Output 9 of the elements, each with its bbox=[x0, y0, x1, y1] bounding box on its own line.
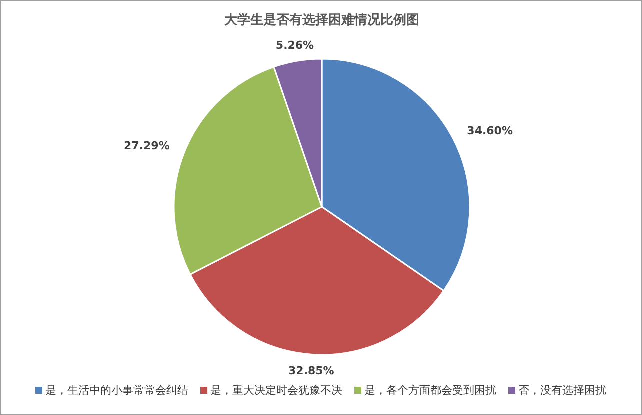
data-label: 32.85% bbox=[288, 364, 334, 378]
data-label: 34.60% bbox=[467, 124, 514, 138]
data-label: 27.29% bbox=[124, 140, 170, 153]
legend-label: 是，生活中的小事常常会纠结 bbox=[46, 384, 188, 397]
legend-label: 是，各个方面都会受到困扰 bbox=[364, 384, 496, 397]
legend-label: 否，没有选择困扰 bbox=[518, 384, 606, 397]
chart-title: 大学生是否有选择困难情况比例图 bbox=[224, 13, 420, 28]
data-label: 5.26% bbox=[276, 39, 314, 52]
legend-label: 是，重大决定时会犹豫不决 bbox=[210, 384, 342, 397]
